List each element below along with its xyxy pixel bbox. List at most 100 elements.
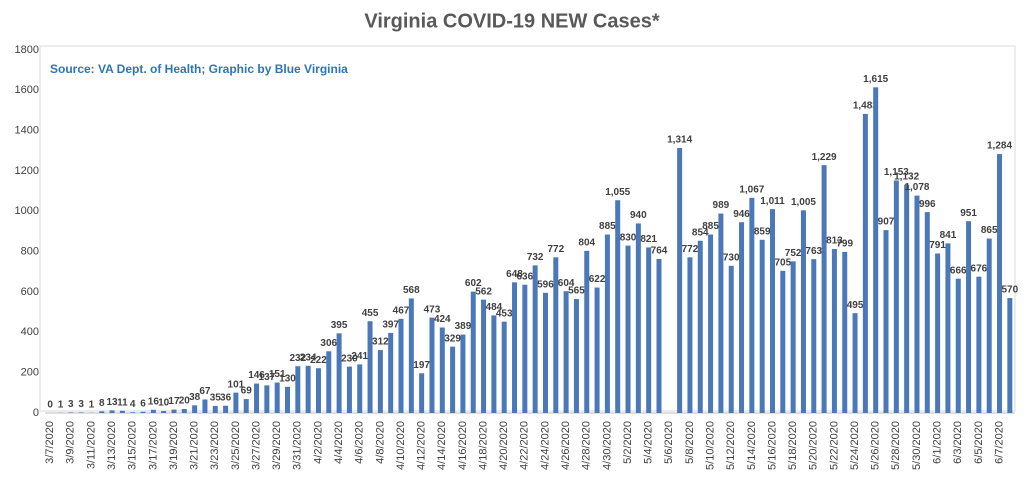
data-label: 232 [289,353,306,364]
bar [408,298,414,413]
bar [573,299,579,413]
bar [285,386,290,413]
data-label: 1,055 [605,187,630,198]
x-tick-label: 4/8/2020 [374,421,386,464]
bar [945,243,951,413]
bar [542,292,548,413]
data-label: 666 [950,265,967,276]
x-tick-label: 6/3/2020 [952,421,964,464]
data-label: 763 [805,246,822,257]
data-label: 1,132 [894,171,919,182]
data-label: 622 [589,274,606,285]
bar [553,257,559,413]
bar [481,299,487,413]
data-label: 230 [341,353,358,364]
bar [966,221,972,413]
data-label: 3 [78,399,84,410]
data-label: 791 [929,240,946,251]
x-tick-label: 5/4/2020 [643,421,655,464]
bar [336,333,342,413]
data-label: 854 [692,227,709,238]
data-label: 36 [220,392,232,403]
bar [212,405,218,413]
bar [986,238,992,413]
x-tick-label: 5/6/2020 [663,421,675,464]
bar [728,265,734,413]
data-label: 1,483 [853,101,878,112]
bar [223,405,229,413]
bar [450,346,456,413]
x-tick-label: 4/6/2020 [354,421,366,464]
data-label: 799 [836,239,853,250]
data-label: 151 [269,369,286,380]
data-label: 1,229 [812,152,837,163]
x-tick-label: 6/1/2020 [932,421,944,464]
bar [398,318,404,413]
x-tick-label: 3/11/2020 [85,421,97,469]
data-label: 821 [640,234,657,245]
data-label: 130 [279,373,296,384]
bar [295,366,301,413]
x-tick-label: 3/9/2020 [65,421,77,464]
data-label: 865 [981,225,998,236]
x-tick-label: 3/21/2020 [189,421,201,470]
bar [346,366,352,413]
bar [388,332,394,413]
bar [759,239,765,413]
plot-border [39,45,1016,412]
x-tick-label: 4/22/2020 [519,421,531,470]
x-tick-label: 5/2/2020 [622,421,634,464]
bar [78,412,84,413]
data-label: 8 [99,398,105,409]
data-label: 484 [486,302,503,313]
x-tick-label: 4/12/2020 [416,421,428,470]
bar [491,315,497,413]
data-label: 1,284 [987,141,1012,152]
bar [532,265,538,413]
bar [646,247,652,413]
data-label: 772 [682,244,699,255]
bar [862,113,868,413]
x-tick-label: 3/19/2020 [168,421,180,470]
data-label: 3 [68,399,74,410]
bar [357,364,363,413]
data-label: 4 [130,399,136,410]
x-tick-label: 6/7/2020 [993,421,1005,464]
data-label: 604 [558,278,575,289]
data-label: 730 [723,252,740,263]
chart-title: Virginia COVID-19 NEW Cases* [364,10,660,32]
data-label: 312 [372,337,389,348]
x-tick-label: 3/17/2020 [147,421,159,470]
data-label: 1,011 [760,196,785,207]
bar [687,257,693,413]
bar [883,230,889,413]
data-label: 772 [547,244,564,255]
data-label: 69 [241,386,253,397]
bar [708,234,714,413]
x-tick-label: 3/29/2020 [271,421,283,470]
data-label: 752 [785,248,802,259]
data-label: 234 [300,352,317,363]
bar [439,327,445,413]
data-label: 397 [382,320,399,331]
bar [842,251,848,413]
data-label: 467 [393,305,410,316]
bar [305,365,311,413]
data-label: 16 [148,396,160,407]
bar [770,209,775,413]
data-label: 1,153 [884,167,909,178]
x-tick-label: 3/25/2020 [230,421,242,470]
bar [243,399,249,413]
x-tick-label: 5/16/2020 [766,421,778,470]
bar [800,210,806,413]
bar [811,259,817,413]
bar [119,410,125,413]
data-label: 495 [847,300,864,311]
data-label: 38 [189,392,201,403]
data-label: 67 [199,386,211,397]
data-label: 1 [58,399,64,410]
y-tick-label: 600 [21,286,39,298]
data-label: 11 [117,397,128,408]
bar [1007,298,1013,413]
chart-subtitle: Source: VA Dept. of Health; Graphic by B… [50,62,348,76]
